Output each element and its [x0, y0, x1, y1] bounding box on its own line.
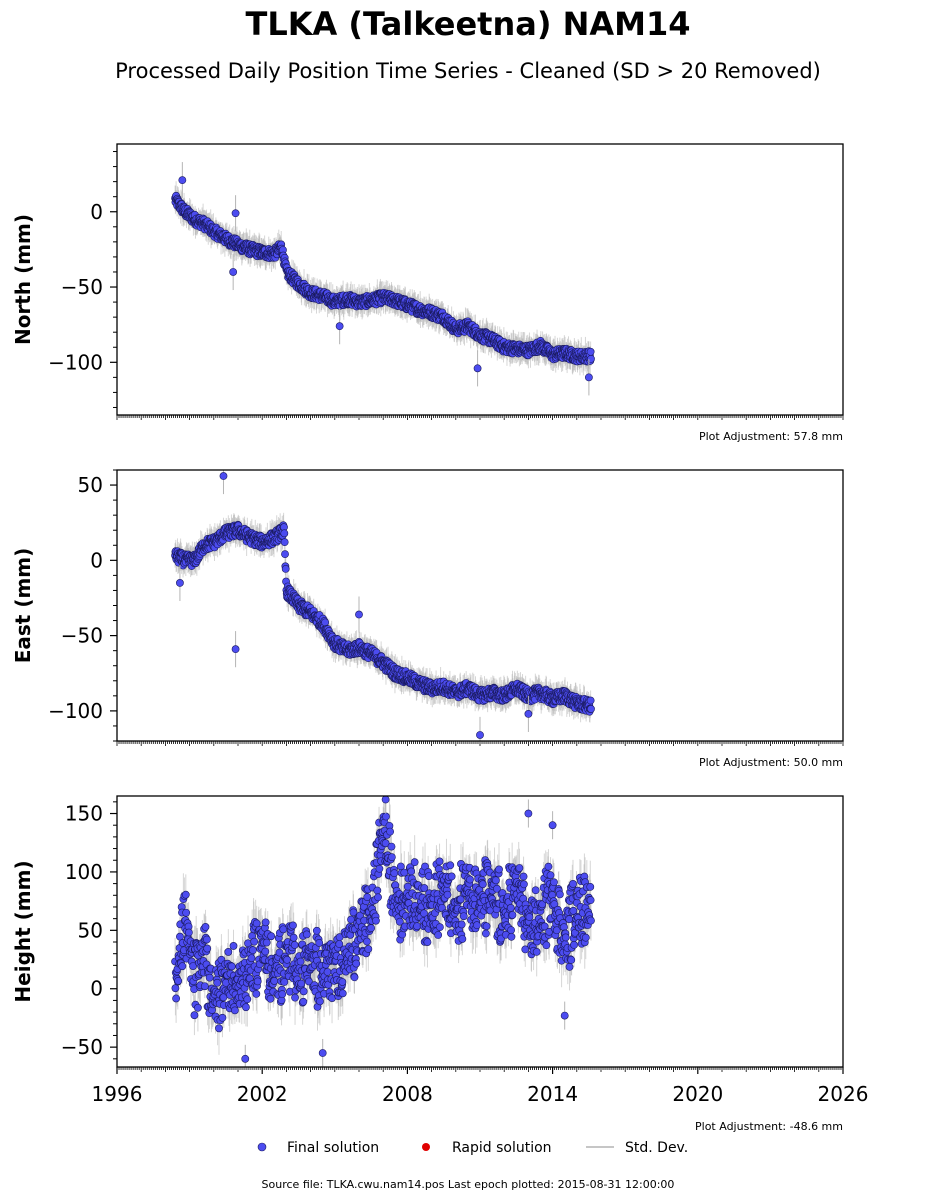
final-point	[280, 529, 289, 538]
north-panel: 0 −50 −100 North (mm) Plot Adjustment: 57.8 …	[11, 143, 844, 443]
y-tick-label: −50	[61, 275, 103, 299]
plot-area	[171, 162, 595, 396]
final-point	[281, 564, 290, 573]
final-point	[473, 364, 482, 373]
final-point	[280, 538, 289, 547]
plot-frame	[116, 143, 844, 416]
plot-adjustment-label: Plot Adjustment: 57.8 mm	[699, 430, 843, 443]
y-tick-label: −100	[48, 350, 103, 374]
y-axis-label: North (mm)	[11, 214, 35, 345]
final-point	[281, 550, 289, 559]
final-point	[231, 209, 240, 218]
chart-title: TLKA (Talkeetna) NAM14	[246, 5, 691, 43]
final-point	[586, 347, 595, 356]
y-tick-label: 0	[90, 200, 103, 224]
final-point	[585, 373, 593, 382]
plot-area	[171, 470, 595, 741]
final-point	[335, 322, 344, 331]
final-point	[178, 176, 187, 185]
final-point	[229, 268, 238, 276]
final-point	[321, 618, 330, 627]
chart-subtitle: Processed Daily Position Time Series - C…	[115, 59, 821, 83]
